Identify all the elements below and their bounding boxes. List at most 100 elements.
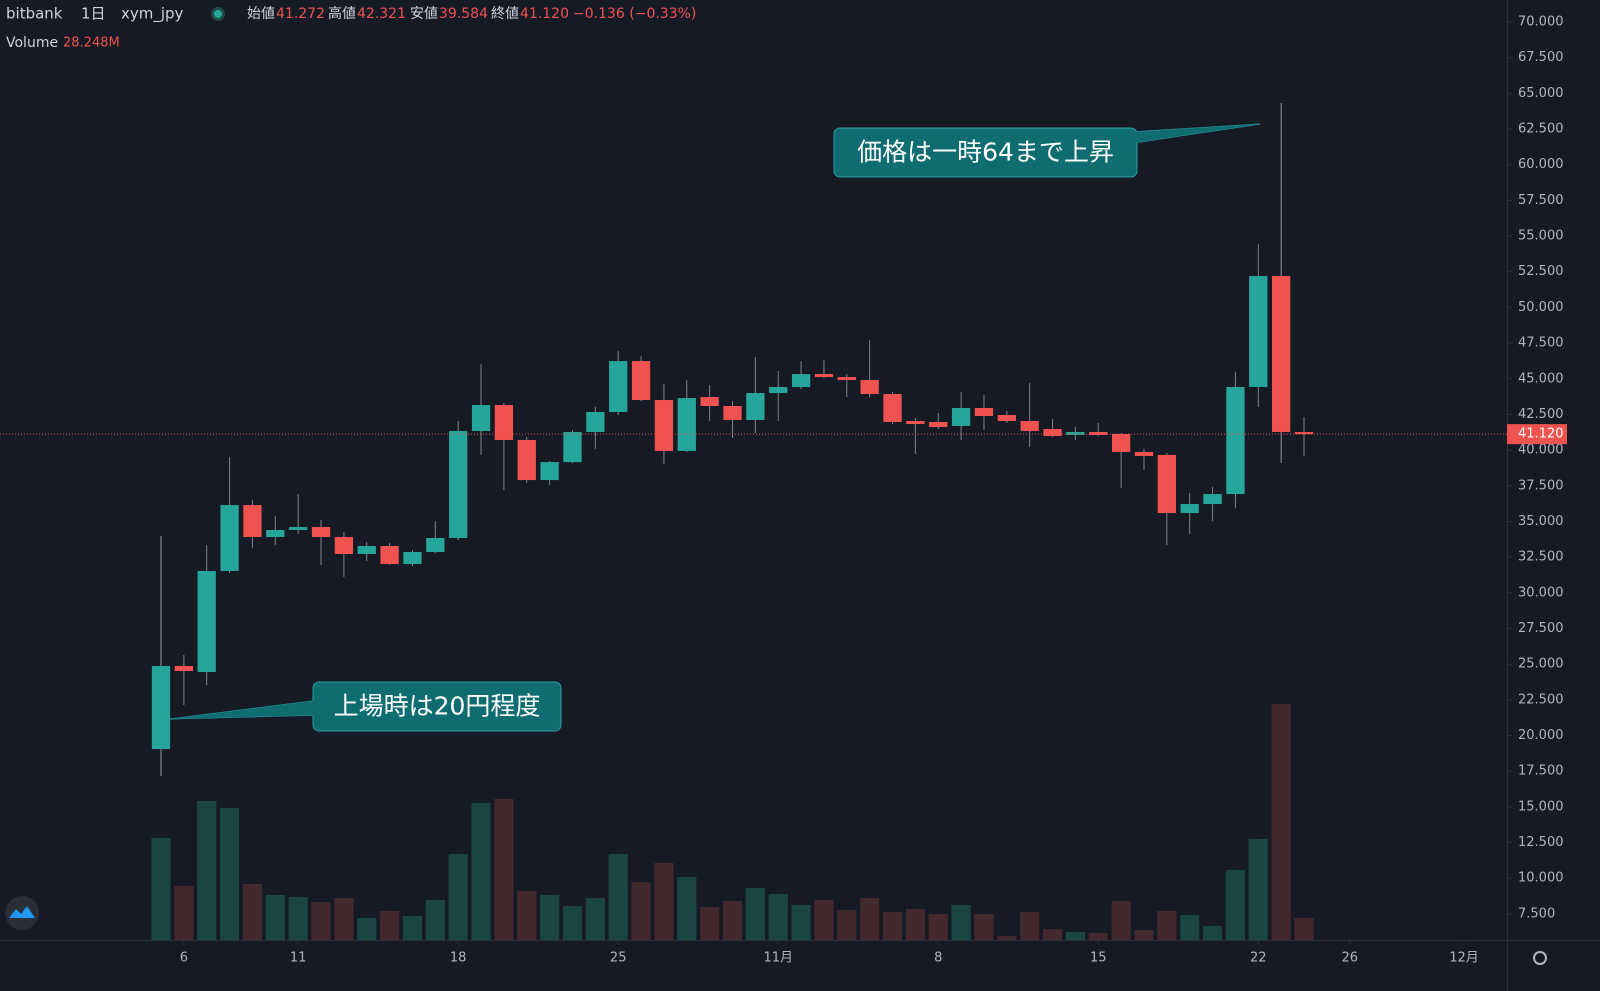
candle-body — [151, 666, 171, 750]
candle-body — [1020, 420, 1039, 431]
y-tick-label: 12.500 — [1518, 835, 1564, 850]
volume-bar — [562, 906, 583, 940]
candle-body — [517, 439, 536, 481]
callout-box — [833, 127, 1138, 178]
y-tick-label: 30.000 — [1518, 585, 1564, 600]
volume-bar — [837, 909, 857, 940]
volume-bar — [425, 899, 445, 940]
candle-body — [1271, 276, 1291, 432]
candle-body — [631, 361, 651, 401]
volume-bar — [1157, 911, 1177, 940]
candle-body — [997, 415, 1016, 421]
ohlc-value: 42.321 — [357, 6, 406, 22]
volume-bar — [1294, 917, 1314, 940]
x-tick-label: 11 — [290, 951, 307, 966]
ohlc-value: 41.272 — [276, 6, 325, 22]
candle-body — [289, 527, 308, 531]
logo[interactable] — [5, 896, 39, 930]
x-tick-label: 25 — [610, 951, 627, 966]
candle-body — [609, 361, 628, 413]
candle-body — [311, 527, 331, 538]
volume-bar — [1111, 900, 1131, 940]
candle-body — [1043, 428, 1062, 436]
x-tick-label: 12月 — [1449, 951, 1479, 966]
candle-body — [883, 394, 902, 422]
candle-body — [700, 397, 719, 407]
y-tick-label: 35.000 — [1518, 514, 1564, 529]
settings-icon[interactable] — [1533, 951, 1547, 965]
candle-body — [380, 546, 399, 564]
volume-bar — [585, 898, 605, 940]
volume-bar — [242, 883, 263, 940]
logo-mark[interactable] — [9, 906, 35, 918]
x-tick-label: 26 — [1341, 951, 1358, 966]
volume-bar — [311, 902, 331, 940]
candle-body — [174, 666, 194, 672]
x-tick-label: 8 — [934, 951, 942, 966]
candle-body — [449, 430, 468, 539]
candle-body — [1226, 387, 1245, 495]
y-tick-label: 47.500 — [1518, 336, 1564, 351]
y-tick-label: 20.000 — [1518, 728, 1564, 743]
volume-bar — [494, 799, 514, 940]
y-tick-label: 62.500 — [1518, 122, 1564, 137]
volume-bar — [174, 885, 194, 940]
candle-body — [220, 505, 239, 571]
candle-body — [1180, 504, 1199, 514]
y-tick-label: 37.500 — [1518, 478, 1564, 493]
y-tick-label: 67.500 — [1518, 50, 1564, 65]
symbol[interactable]: xym_jpy — [121, 5, 184, 24]
volume-bar — [1042, 929, 1063, 940]
volume-bar — [265, 894, 285, 940]
volume-bar — [1020, 911, 1040, 940]
y-tick-label: 32.500 — [1518, 550, 1564, 565]
volume-bar — [1065, 932, 1086, 940]
exchange: bitbank — [6, 5, 63, 23]
volume-bar — [928, 913, 948, 940]
volume-bar — [197, 800, 217, 940]
volume-bar — [1202, 925, 1223, 940]
y-tick-label: 60.000 — [1518, 157, 1564, 172]
volume-bar — [1225, 869, 1246, 940]
y-tick-label: 42.500 — [1518, 407, 1564, 422]
last-price-label: 41.120 — [1518, 427, 1564, 442]
y-tick-label: 45.000 — [1518, 371, 1564, 386]
settings[interactable] — [1533, 951, 1547, 965]
candle-body — [1089, 431, 1108, 435]
callout-text: 上場時は20円程度 — [334, 692, 541, 721]
y-tick-label: 55.000 — [1518, 229, 1564, 244]
volume-bar — [997, 936, 1017, 940]
candle-body — [1066, 431, 1085, 435]
candle-body — [677, 398, 696, 451]
candle-body — [746, 393, 765, 420]
volume-bar — [471, 802, 491, 940]
candle-body — [723, 406, 742, 420]
volume-bar — [814, 899, 834, 940]
volume-bar — [1180, 915, 1200, 940]
candle-body — [334, 537, 354, 554]
volume-bar — [722, 900, 743, 940]
ohlc-name: 安値 — [410, 6, 438, 22]
candle-body — [1203, 494, 1222, 505]
y-tick-label: 40.000 — [1518, 443, 1564, 458]
interval[interactable]: 1日 — [81, 5, 106, 23]
candle-body — [357, 546, 376, 554]
candle-body — [1111, 433, 1131, 452]
candle-body — [563, 431, 582, 463]
volume-bar — [380, 911, 400, 940]
volume-bar — [860, 898, 880, 940]
candle-body — [266, 530, 285, 538]
candle-body — [791, 374, 811, 388]
y-tick-label: 25.000 — [1518, 657, 1564, 672]
volume-bar — [905, 908, 925, 940]
ohlc-name: 終値 — [491, 6, 519, 22]
volume-value: 28.248M — [63, 36, 120, 51]
candle-body — [1134, 451, 1154, 456]
volume-bar — [1088, 933, 1108, 940]
candle-body — [906, 420, 925, 424]
y-tick-label: 57.500 — [1518, 193, 1564, 208]
volume-bar — [540, 894, 560, 940]
y-tick-label: 10.000 — [1518, 871, 1564, 886]
candle-body — [494, 405, 514, 440]
